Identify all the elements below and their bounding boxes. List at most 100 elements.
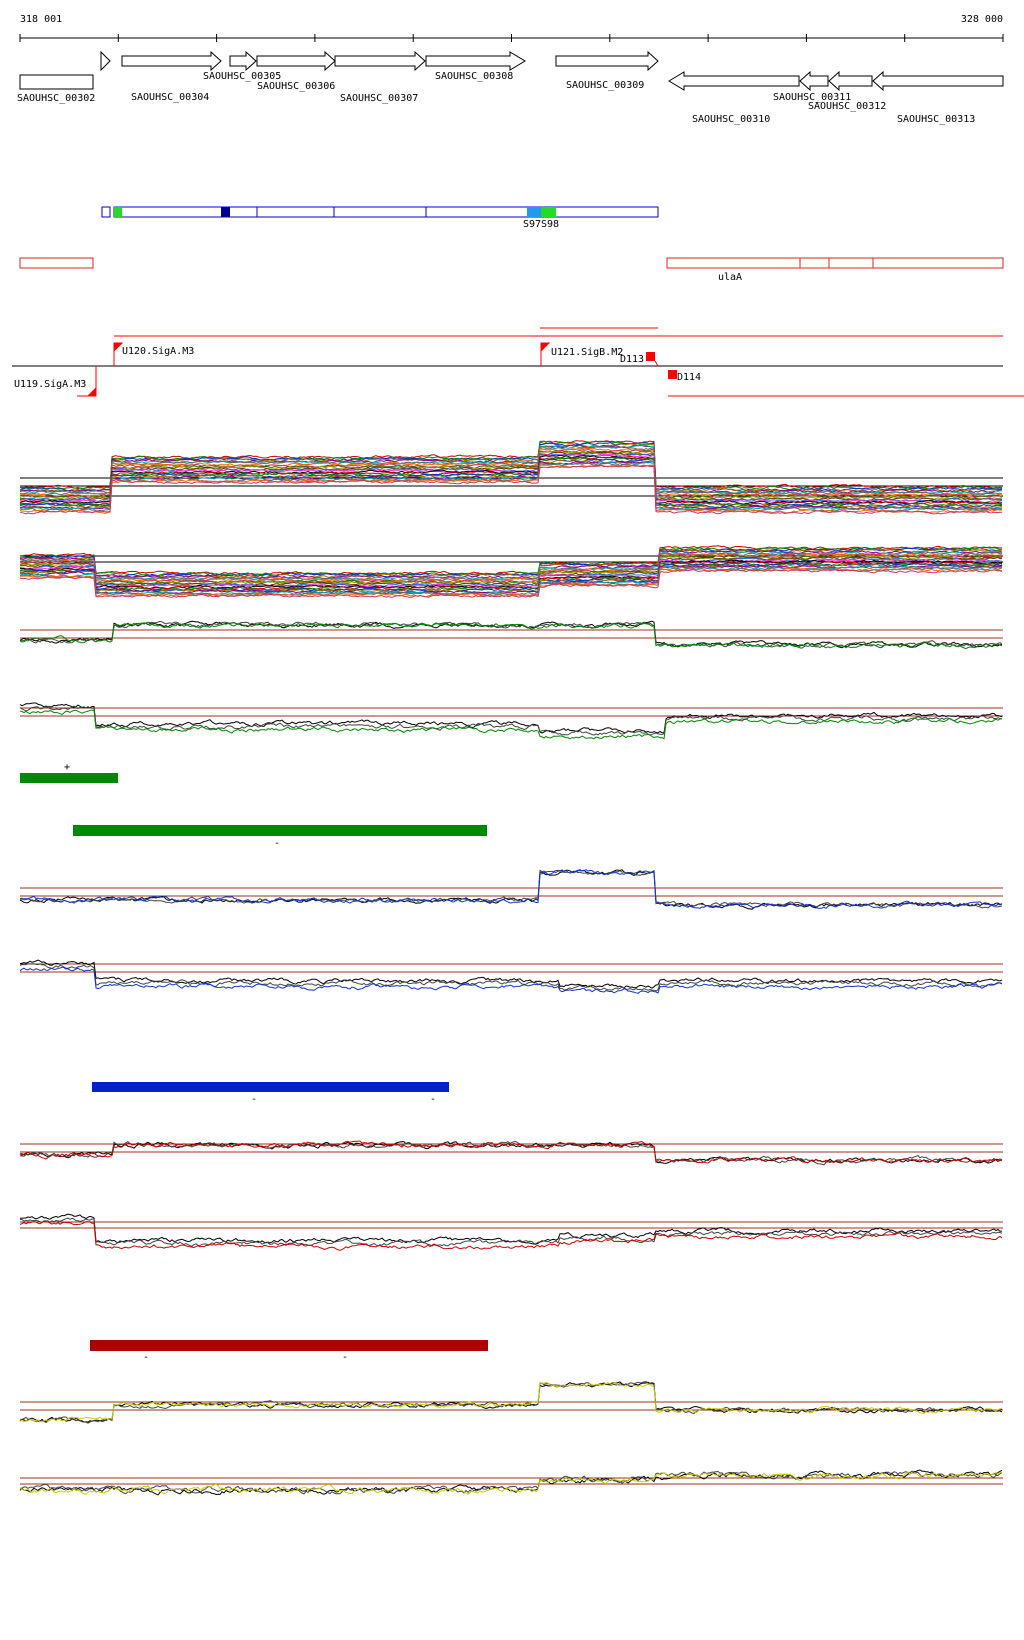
multi-condition-plot-2-line [19,567,1003,598]
gene-label: SAOUHSC_00311 [773,92,851,103]
operon-box[interactable] [19,257,94,269]
segment-box-small[interactable] [101,206,111,218]
multi-condition-plot-2-line [19,553,1003,584]
gene-arrow-00308[interactable] [425,51,526,71]
segment-box-main[interactable] [113,206,659,218]
gene-arrow-00306[interactable] [256,50,336,72]
gene-arrow-00309[interactable] [555,50,659,72]
segment-label-s97: S97 [523,219,541,230]
promoter-label-u121: U121.SigB.M2 [551,347,623,358]
red-plot-lower-line [19,1213,1003,1245]
blue-plot-lower-line [19,966,1003,994]
gene-label: SAOUHSC_00305 [203,71,281,82]
red-plot-lower-line [19,1220,1003,1251]
multi-condition-plot-2-line [19,555,1003,585]
blue-plot-lower-line [19,963,1003,992]
gene-arrow-00313[interactable] [872,70,1004,92]
segment-marker-light [527,207,541,217]
promoter-flag-u121[interactable] [540,342,551,366]
gene-arrow-00304[interactable] [121,50,222,72]
green-bar-up[interactable] [20,773,118,783]
yellow-plot-upper-line [20,1381,1003,1424]
gene-arrow-00307[interactable] [334,50,426,72]
multi-condition-plot-2-line [19,560,1003,591]
coordinate-ruler: 318 001 328 000 [19,14,1004,42]
multi-condition-plot-1-line [19,445,1003,496]
condition-bars: + - - - - - [20,762,488,1363]
green-plot-lower [19,702,1003,740]
gene-label: SAOUHSC_00302 [17,93,95,104]
multi-condition-plot-1-line [19,440,1003,490]
promoter-label-u119: U119.SigA.M3 [14,379,86,390]
yellow-plot-upper-line [19,1381,1003,1423]
blue-plot-upper-line [19,869,1003,909]
green-plot-lower-line [19,702,1003,734]
ruler-start-label: 318 001 [20,14,62,25]
blue-bar-sign: - [430,1094,436,1105]
multi-condition-plot-1 [19,440,1003,515]
red-plot-upper [19,1140,1003,1166]
multi-condition-plot-1-line [19,464,1002,515]
multi-condition-plot-1-line [19,451,1002,502]
gene-label: SAOUHSC_00306 [257,81,335,92]
yellow-plot-upper-line [19,1381,1003,1423]
gene-arrow-00311[interactable] [799,70,829,92]
gene-label: SAOUHSC_00312 [808,101,886,112]
segment-marker-dark [221,207,230,217]
yellow-plot-lower [19,1469,1003,1496]
expression-plots [19,440,1003,1496]
multi-condition-plot-1-line [19,462,1003,512]
blue-plot-upper-line [19,869,1003,909]
gene-arrow-00302[interactable] [19,74,94,90]
promoter-track: U119.SigA.M3 U120.SigA.M3 U121.SigB.M2 D… [12,327,1024,397]
multi-condition-plot-1-line [19,459,1003,509]
multi-condition-plot-2-line [19,552,1003,583]
red-plot-lower [19,1213,1003,1251]
green-plot-lower-line [19,705,1003,736]
gene-arrow-00305[interactable] [229,50,257,72]
red-bar[interactable] [90,1340,488,1351]
blue-bar[interactable] [92,1082,449,1092]
multi-condition-plot-1-line [19,448,1003,499]
gene-label: SAOUHSC_00304 [131,92,209,103]
blue-plot-lower [19,959,1003,994]
terminator-d113[interactable] [646,352,655,361]
gene-arrow-00310[interactable] [668,71,800,91]
gene-label: SAOUHSC_00308 [435,71,513,82]
segment-label-s98: S98 [541,219,559,230]
gene-labels: SAOUHSC_00302 SAOUHSC_00304 SAOUHSC_0030… [17,71,975,125]
multi-condition-plot-1-line [19,447,1003,498]
blue-plot-upper [19,869,1003,910]
gene-label: SAOUHSC_00307 [340,93,418,104]
multi-condition-plot-1-line [19,464,1003,514]
promoter-flag-u120[interactable] [113,342,124,366]
segment-marker-green-2 [541,207,556,217]
promoter-flag-u119[interactable] [86,366,97,397]
blue-bar-sign: - [251,1094,257,1105]
operon-track [19,257,1004,269]
green-plot-upper-line [19,622,1003,650]
red-bar-sign: - [143,1352,149,1363]
red-plot-upper-line [19,1140,1002,1164]
multi-condition-plot-2 [19,545,1003,598]
terminator-label-d114: D114 [677,372,701,383]
green-bar-down[interactable] [73,825,487,836]
green-bar-sign: - [274,838,280,849]
red-plot-lower-line [20,1217,1003,1247]
gene-arrow-small[interactable] [100,50,111,72]
gene-label: SAOUHSC_00309 [566,80,644,91]
operon-box[interactable] [666,257,1004,269]
terminator-d114[interactable] [668,370,677,379]
ruler-end-label: 328 000 [961,14,1003,25]
segment-marker-green [114,207,122,217]
multi-condition-plot-1-line [20,444,1003,494]
promoter-label-u120: U120.SigA.M3 [122,346,194,357]
multi-condition-plot-2-line [20,556,1003,587]
multi-condition-plot-1-line [19,453,1003,504]
gene-arrow-00312[interactable] [828,70,873,92]
gene-label: SAOUHSC_00310 [692,114,770,125]
terminator-label-d113: D113 [620,354,644,365]
multi-condition-plot-1-line [19,460,1003,511]
multi-condition-plot-2-line [19,563,1003,594]
